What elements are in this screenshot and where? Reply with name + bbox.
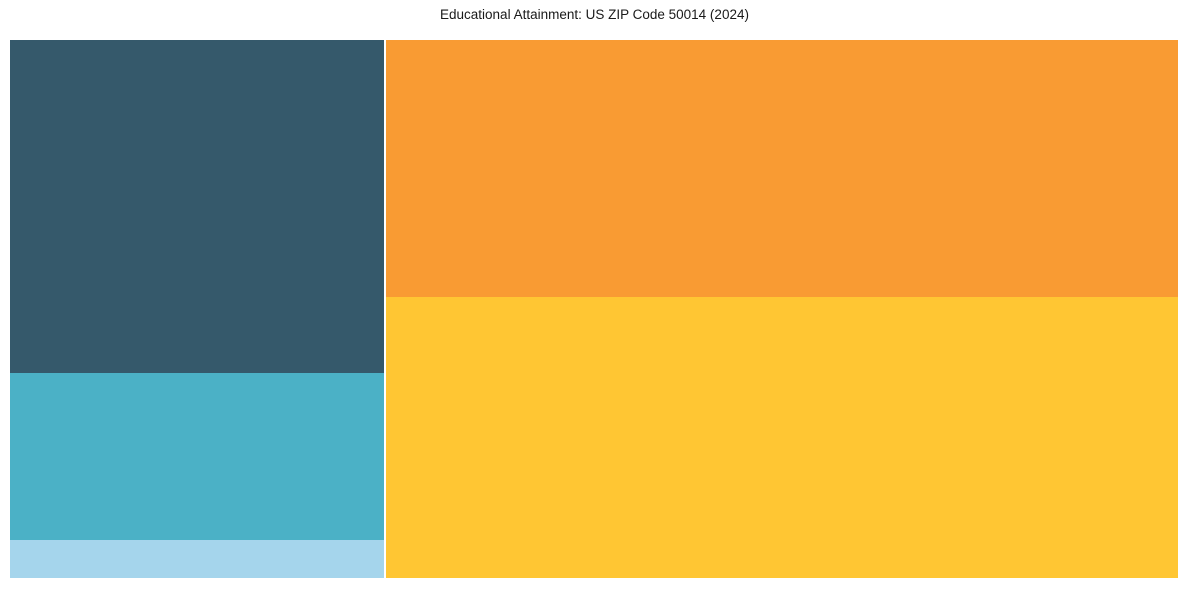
chart-title: Educational Attainment: US ZIP Code 5001… <box>440 7 749 22</box>
treemap-tile-teal[interactable] <box>10 373 384 540</box>
treemap-column-left <box>10 40 384 578</box>
treemap-tile-dark-slate[interactable] <box>10 40 384 373</box>
treemap-tile-light-blue[interactable] <box>10 540 384 578</box>
treemap-tile-orange[interactable] <box>386 40 1178 297</box>
treemap-plot-area <box>10 40 1178 578</box>
treemap-column-right <box>386 40 1178 578</box>
treemap-tile-yellow[interactable] <box>386 297 1178 578</box>
